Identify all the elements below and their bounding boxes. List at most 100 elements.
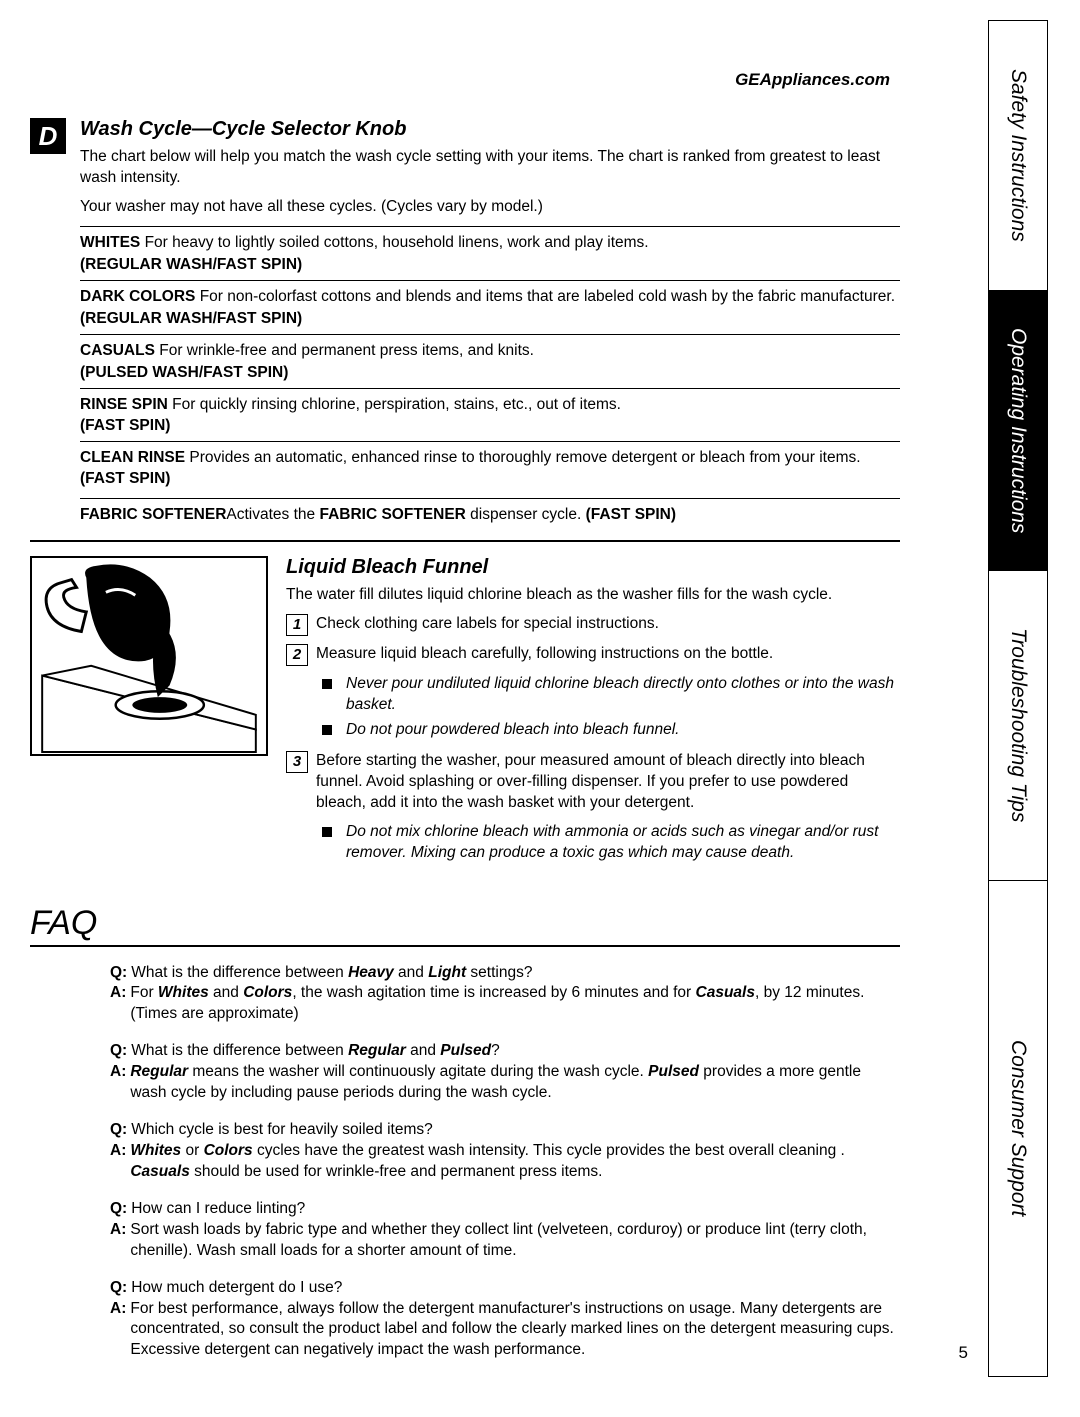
faq-title: FAQ [30, 904, 900, 943]
step-number: 1 [286, 614, 308, 636]
section-divider [30, 540, 900, 542]
faq-question: Q: What is the difference between Heavy … [110, 963, 900, 984]
step-text: Measure liquid bleach carefully, followi… [316, 644, 773, 666]
a-text: For best performance, always follow the … [130, 1299, 900, 1362]
q-label: Q: [110, 1199, 127, 1220]
faq-divider [30, 945, 900, 947]
bullet-list: Do not mix chlorine bleach with ammonia … [322, 822, 900, 864]
step-number: 3 [286, 751, 308, 773]
bullet-text: Do not pour powdered bleach into bleach … [346, 720, 680, 741]
section-d: D Wash Cycle—Cycle Selector Knob The cha… [30, 118, 900, 528]
tab-safety[interactable]: Safety Instructions [989, 21, 1047, 291]
faq-item-4: Q: How can I reduce linting? A: Sort was… [110, 1199, 900, 1262]
side-tabs: Safety Instructions Operating Instructio… [988, 20, 1048, 1377]
divider [80, 226, 900, 227]
cycle-spin-inline: (FAST SPIN) [586, 506, 676, 523]
tab-troubleshooting[interactable]: Troubleshooting Tips [989, 571, 1047, 881]
cycle-spin: (REGULAR WASH/FAST SPIN) [80, 310, 900, 328]
cycle-desc: For non-colorfast cottons and blends and… [195, 288, 895, 305]
section-d-title: Wash Cycle—Cycle Selector Knob [80, 118, 900, 141]
bullet: Do not pour powdered bleach into bleach … [322, 720, 900, 741]
bullet-icon [322, 827, 332, 837]
bleach-content: Liquid Bleach Funnel The water fill dilu… [286, 556, 900, 873]
q-label: Q: [110, 1041, 127, 1062]
cycle-fabric: FABRIC SOFTENERActivates the FABRIC SOFT… [80, 505, 900, 526]
faq-answer: A: For Whites and Colors, the wash agita… [110, 983, 900, 1025]
tab-operating[interactable]: Operating Instructions [989, 291, 1047, 571]
a-label: A: [110, 983, 126, 1025]
divider [80, 441, 900, 442]
divider [80, 388, 900, 389]
bullet: Never pour undiluted liquid chlorine ble… [322, 674, 900, 716]
divider [80, 334, 900, 335]
cycle-desc: For quickly rinsing chlorine, perspirati… [168, 396, 621, 413]
step-text: Check clothing care labels for special i… [316, 614, 659, 636]
cycle-casuals: CASUALS For wrinkle-free and permanent p… [80, 341, 900, 362]
faq-item-1: Q: What is the difference between Heavy … [110, 963, 900, 1026]
a-text: Sort wash loads by fabric type and wheth… [130, 1220, 900, 1262]
faq-answer: A: For best performance, always follow t… [110, 1299, 900, 1362]
a-label: A: [110, 1299, 126, 1362]
a-text: For Whites and Colors, the wash agitatio… [130, 983, 900, 1025]
t: FABRIC SOFTENER [319, 506, 465, 523]
website-url: GEAppliances.com [30, 70, 900, 90]
q-label: Q: [110, 1120, 127, 1141]
faq-question: Q: Which cycle is best for heavily soile… [110, 1120, 900, 1141]
divider [80, 280, 900, 281]
q-text: How can I reduce linting? [131, 1199, 305, 1220]
a-text: Whites or Colors cycles have the greates… [130, 1141, 900, 1183]
faq-item-5: Q: How much detergent do I use? A: For b… [110, 1278, 900, 1362]
q-text: How much detergent do I use? [131, 1278, 342, 1299]
q-text: What is the difference between Regular a… [131, 1041, 500, 1062]
cycle-desc: For heavy to lightly soiled cottons, hou… [140, 234, 648, 251]
tab-consumer[interactable]: Consumer Support [989, 881, 1047, 1376]
bleach-section: Liquid Bleach Funnel The water fill dilu… [30, 556, 900, 873]
step-1: 1 Check clothing care labels for special… [286, 614, 900, 636]
a-label: A: [110, 1220, 126, 1262]
bleach-title: Liquid Bleach Funnel [286, 556, 900, 579]
step-2: 2 Measure liquid bleach carefully, follo… [286, 644, 900, 666]
cycle-rinse: RINSE SPIN For quickly rinsing chlorine,… [80, 395, 900, 416]
cycle-spin: (PULSED WASH/FAST SPIN) [80, 364, 900, 382]
a-text: Regular means the washer will continuous… [130, 1062, 900, 1104]
t: Activates the [226, 506, 319, 523]
cycle-whites: WHITES For heavy to lightly soiled cotto… [80, 233, 900, 254]
bullet-icon [322, 725, 332, 735]
cycle-dark: DARK COLORS For non-colorfast cottons an… [80, 287, 900, 308]
step-number: 2 [286, 644, 308, 666]
cycle-spin: (REGULAR WASH/FAST SPIN) [80, 256, 900, 274]
cycle-name: CASUALS [80, 342, 155, 359]
faq-question: Q: How can I reduce linting? [110, 1199, 900, 1220]
a-label: A: [110, 1141, 126, 1183]
faq-answer: A: Regular means the washer will continu… [110, 1062, 900, 1104]
cycle-name: RINSE SPIN [80, 396, 168, 413]
cycle-name: CLEAN RINSE [80, 449, 185, 466]
step-3: 3 Before starting the washer, pour measu… [286, 751, 900, 814]
faq-item-2: Q: What is the difference between Regula… [110, 1041, 900, 1104]
q-text: Which cycle is best for heavily soiled i… [131, 1120, 433, 1141]
faq-answer: A: Sort wash loads by fabric type and wh… [110, 1220, 900, 1262]
q-label: Q: [110, 963, 127, 984]
cycle-spin-inline: (FAST SPIN) [80, 470, 170, 487]
cycle-name: DARK COLORS [80, 288, 195, 305]
faq-item-3: Q: Which cycle is best for heavily soile… [110, 1120, 900, 1183]
a-label: A: [110, 1062, 126, 1104]
bullet-list: Never pour undiluted liquid chlorine ble… [322, 674, 900, 741]
bullet-text: Never pour undiluted liquid chlorine ble… [346, 674, 900, 716]
section-d-content: Wash Cycle—Cycle Selector Knob The chart… [80, 118, 900, 528]
faq-question: Q: What is the difference between Regula… [110, 1041, 900, 1062]
bullet-text: Do not mix chlorine bleach with ammonia … [346, 822, 900, 864]
page-number: 5 [959, 1343, 968, 1363]
cycle-name: FABRIC SOFTENER [80, 506, 226, 523]
cycle-name: WHITES [80, 234, 140, 251]
q-label: Q: [110, 1278, 127, 1299]
section-letter: D [30, 118, 66, 154]
step-text: Before starting the washer, pour measure… [316, 751, 900, 814]
cycle-spin: (FAST SPIN) [80, 417, 900, 435]
faq-question: Q: How much detergent do I use? [110, 1278, 900, 1299]
faq-answer: A: Whites or Colors cycles have the grea… [110, 1141, 900, 1183]
cycle-clean-rinse: CLEAN RINSE Provides an automatic, enhan… [80, 448, 900, 490]
q-text: What is the difference between Heavy and… [131, 963, 532, 984]
bullet: Do not mix chlorine bleach with ammonia … [322, 822, 900, 864]
t: dispenser cycle. [466, 506, 586, 523]
